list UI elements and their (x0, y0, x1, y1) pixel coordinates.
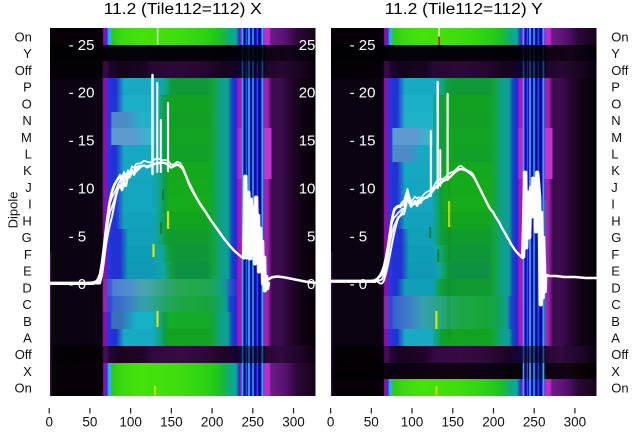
svg-text:On: On (14, 381, 31, 396)
svg-text:P: P (611, 80, 620, 95)
svg-text:100: 100 (119, 415, 142, 430)
svg-text:Y: Y (611, 46, 620, 61)
svg-text:200: 200 (482, 415, 505, 430)
svg-text:- 5: - 5 (350, 228, 368, 245)
svg-text:- 15: - 15 (350, 133, 376, 150)
svg-text:0: 0 (307, 276, 315, 293)
svg-text:- 5: - 5 (69, 228, 87, 245)
svg-text:300: 300 (564, 415, 587, 430)
svg-text:M: M (21, 130, 32, 145)
svg-text:N: N (611, 113, 620, 128)
svg-text:A: A (611, 331, 620, 346)
svg-text:25: 25 (299, 37, 316, 54)
svg-text:50: 50 (82, 415, 97, 430)
svg-text:J: J (611, 180, 618, 195)
svg-text:- 10: - 10 (350, 180, 376, 197)
svg-text:- 0: - 0 (69, 276, 87, 293)
svg-text:H: H (22, 213, 31, 228)
svg-text:100: 100 (401, 415, 424, 430)
svg-text:X: X (611, 364, 620, 379)
svg-text:- 0: - 0 (350, 276, 368, 293)
svg-text:L: L (25, 147, 32, 162)
svg-text:B: B (23, 314, 32, 329)
svg-text:I: I (28, 197, 32, 212)
svg-text:20: 20 (299, 85, 316, 102)
svg-text:5: 5 (307, 228, 315, 245)
svg-text:Off: Off (15, 347, 32, 362)
svg-text:O: O (22, 96, 32, 111)
svg-text:P: P (23, 80, 32, 95)
svg-text:Off: Off (611, 347, 628, 362)
svg-text:K: K (611, 163, 620, 178)
svg-text:L: L (611, 147, 618, 162)
svg-text:- 20: - 20 (69, 85, 95, 102)
svg-text:Dipole: Dipole (6, 192, 21, 229)
svg-text:50: 50 (364, 415, 379, 430)
svg-text:N: N (22, 113, 31, 128)
svg-text:D: D (22, 280, 31, 295)
svg-text:200: 200 (201, 415, 224, 430)
svg-text:F: F (611, 247, 619, 262)
svg-text:- 20: - 20 (350, 85, 376, 102)
svg-text:0: 0 (45, 415, 53, 430)
svg-text:K: K (23, 163, 32, 178)
svg-text:150: 150 (160, 415, 183, 430)
svg-text:- 25: - 25 (350, 37, 376, 54)
svg-text:F: F (24, 247, 32, 262)
svg-text:300: 300 (282, 415, 305, 430)
svg-text:C: C (22, 297, 31, 312)
svg-text:G: G (22, 230, 32, 245)
svg-text:Y: Y (23, 46, 32, 61)
svg-text:250: 250 (523, 415, 546, 430)
svg-text:On: On (611, 381, 628, 396)
svg-text:Off: Off (15, 63, 32, 78)
svg-text:A: A (23, 331, 32, 346)
svg-text:E: E (611, 264, 620, 279)
svg-text:11.2 (Tile112=112) Y: 11.2 (Tile112=112) Y (385, 1, 543, 18)
svg-text:150: 150 (442, 415, 465, 430)
svg-text:H: H (611, 213, 620, 228)
svg-text:On: On (14, 29, 31, 44)
svg-text:G: G (611, 230, 621, 245)
svg-text:E: E (23, 264, 32, 279)
svg-text:10: 10 (299, 180, 316, 197)
svg-text:J: J (25, 180, 32, 195)
svg-text:C: C (611, 297, 620, 312)
svg-text:15: 15 (299, 133, 316, 150)
svg-text:- 10: - 10 (69, 180, 95, 197)
svg-text:11.2 (Tile112=112) X: 11.2 (Tile112=112) X (104, 1, 263, 18)
svg-text:- 15: - 15 (69, 133, 95, 150)
svg-text:M: M (611, 130, 622, 145)
svg-text:Off: Off (611, 63, 628, 78)
svg-text:B: B (611, 314, 620, 329)
svg-text:On: On (611, 29, 628, 44)
svg-text:I: I (611, 197, 615, 212)
svg-text:- 25: - 25 (69, 37, 95, 54)
svg-text:X: X (23, 364, 32, 379)
svg-text:250: 250 (242, 415, 265, 430)
svg-text:0: 0 (327, 415, 335, 430)
svg-text:D: D (611, 280, 620, 295)
svg-text:O: O (611, 96, 621, 111)
